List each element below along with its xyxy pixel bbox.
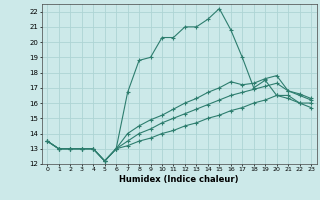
X-axis label: Humidex (Indice chaleur): Humidex (Indice chaleur) [119,175,239,184]
